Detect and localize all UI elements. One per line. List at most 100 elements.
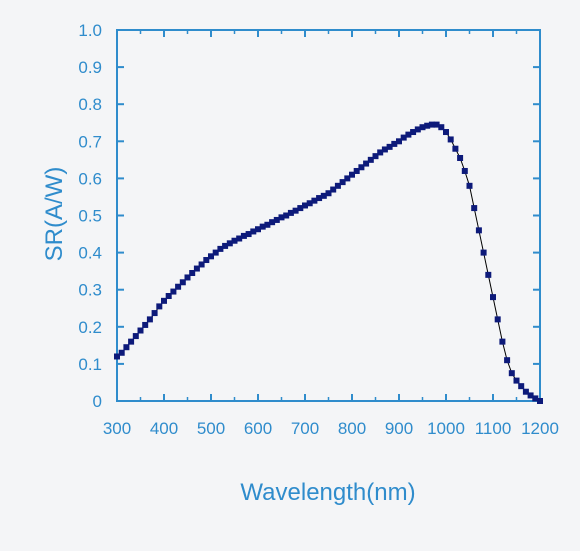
data-point <box>189 270 196 277</box>
data-point <box>128 338 135 345</box>
data-point <box>381 146 388 153</box>
data-point <box>358 164 365 171</box>
y-tick-label: 0.5 <box>78 207 102 226</box>
data-point <box>433 121 440 128</box>
data-point <box>142 321 149 328</box>
data-point <box>287 209 294 216</box>
y-tick-label: 1.0 <box>78 21 102 40</box>
data-point <box>419 124 426 131</box>
data-point <box>170 288 177 295</box>
x-tick-label: 1200 <box>521 419 559 438</box>
data-point <box>414 126 421 133</box>
data-point <box>208 253 214 260</box>
data-point <box>527 392 534 399</box>
data-point <box>391 140 398 147</box>
data-point <box>184 274 191 281</box>
y-tick-label: 0.4 <box>78 244 102 263</box>
y-tick-label: 0.9 <box>78 58 102 77</box>
data-point <box>217 245 224 252</box>
data-point <box>405 131 412 138</box>
data-point <box>532 395 539 402</box>
data-point <box>377 149 384 156</box>
data-point <box>118 349 125 356</box>
x-tick-label: 300 <box>103 419 131 438</box>
data-point <box>537 398 543 404</box>
data-point <box>151 310 158 317</box>
data-point <box>250 228 257 235</box>
plot-frame <box>116 29 541 402</box>
data-point <box>297 205 304 212</box>
data-point <box>461 167 468 174</box>
data-point <box>428 121 435 128</box>
data-point <box>339 179 346 186</box>
data-point <box>114 353 120 360</box>
data-point <box>273 216 280 223</box>
data-point <box>466 182 473 189</box>
data-point <box>353 167 360 174</box>
data-point <box>240 232 247 239</box>
data-point <box>306 200 313 207</box>
data-point <box>386 143 393 150</box>
data-point <box>452 145 459 152</box>
data-point <box>156 303 163 310</box>
data-point <box>443 129 449 136</box>
data-point <box>504 357 511 364</box>
data-point <box>480 249 487 256</box>
data-point <box>518 383 525 390</box>
y-tick-label: 0.1 <box>78 355 102 374</box>
data-point <box>508 370 515 377</box>
x-tick-label: 500 <box>197 419 225 438</box>
data-point <box>367 156 374 163</box>
data-point <box>175 283 182 290</box>
data-point <box>161 297 167 304</box>
data-point <box>396 138 402 145</box>
y-tick-label: 0.7 <box>78 132 102 151</box>
data-point <box>320 192 327 199</box>
data-point <box>259 223 266 230</box>
data-point <box>330 186 337 193</box>
data-point <box>292 207 299 214</box>
data-point <box>494 316 501 323</box>
x-tick-label: 600 <box>244 419 272 438</box>
data-point <box>438 124 445 131</box>
y-tick-label: 0.8 <box>78 95 102 114</box>
data-point <box>522 388 529 395</box>
data-point <box>179 279 186 286</box>
data-point <box>471 205 478 212</box>
data-point <box>447 136 454 143</box>
data-point <box>146 316 153 323</box>
data-point <box>193 265 200 272</box>
data-point <box>222 242 229 249</box>
data-point <box>203 257 210 264</box>
data-point <box>245 231 252 238</box>
y-tick-label: 0 <box>93 392 102 411</box>
data-point <box>255 226 261 233</box>
data-point <box>490 294 496 301</box>
y-tick-label: 0.2 <box>78 318 102 337</box>
data-point <box>424 122 431 129</box>
data-point <box>334 182 341 189</box>
data-point <box>363 160 370 167</box>
x-tick-label: 700 <box>291 419 319 438</box>
data-point <box>372 153 379 160</box>
x-tick-label: 800 <box>338 419 366 438</box>
data-point <box>457 154 464 161</box>
data-point <box>349 171 355 178</box>
data-point <box>316 195 323 202</box>
x-axis-label: Wavelength(nm) <box>240 479 415 506</box>
data-point <box>198 261 205 268</box>
data-point <box>269 219 276 226</box>
x-tick-label: 1100 <box>475 419 512 438</box>
data-point <box>264 221 271 228</box>
data-point <box>236 235 243 242</box>
y-tick-label: 0.3 <box>78 281 102 300</box>
y-axis-label: SR(A/W) <box>41 167 68 262</box>
data-point <box>410 129 417 136</box>
data-point <box>475 227 482 234</box>
y-tick-label: 0.6 <box>78 169 102 188</box>
data-point <box>123 344 130 351</box>
x-tick-label: 900 <box>385 419 413 438</box>
data-point <box>344 175 351 182</box>
